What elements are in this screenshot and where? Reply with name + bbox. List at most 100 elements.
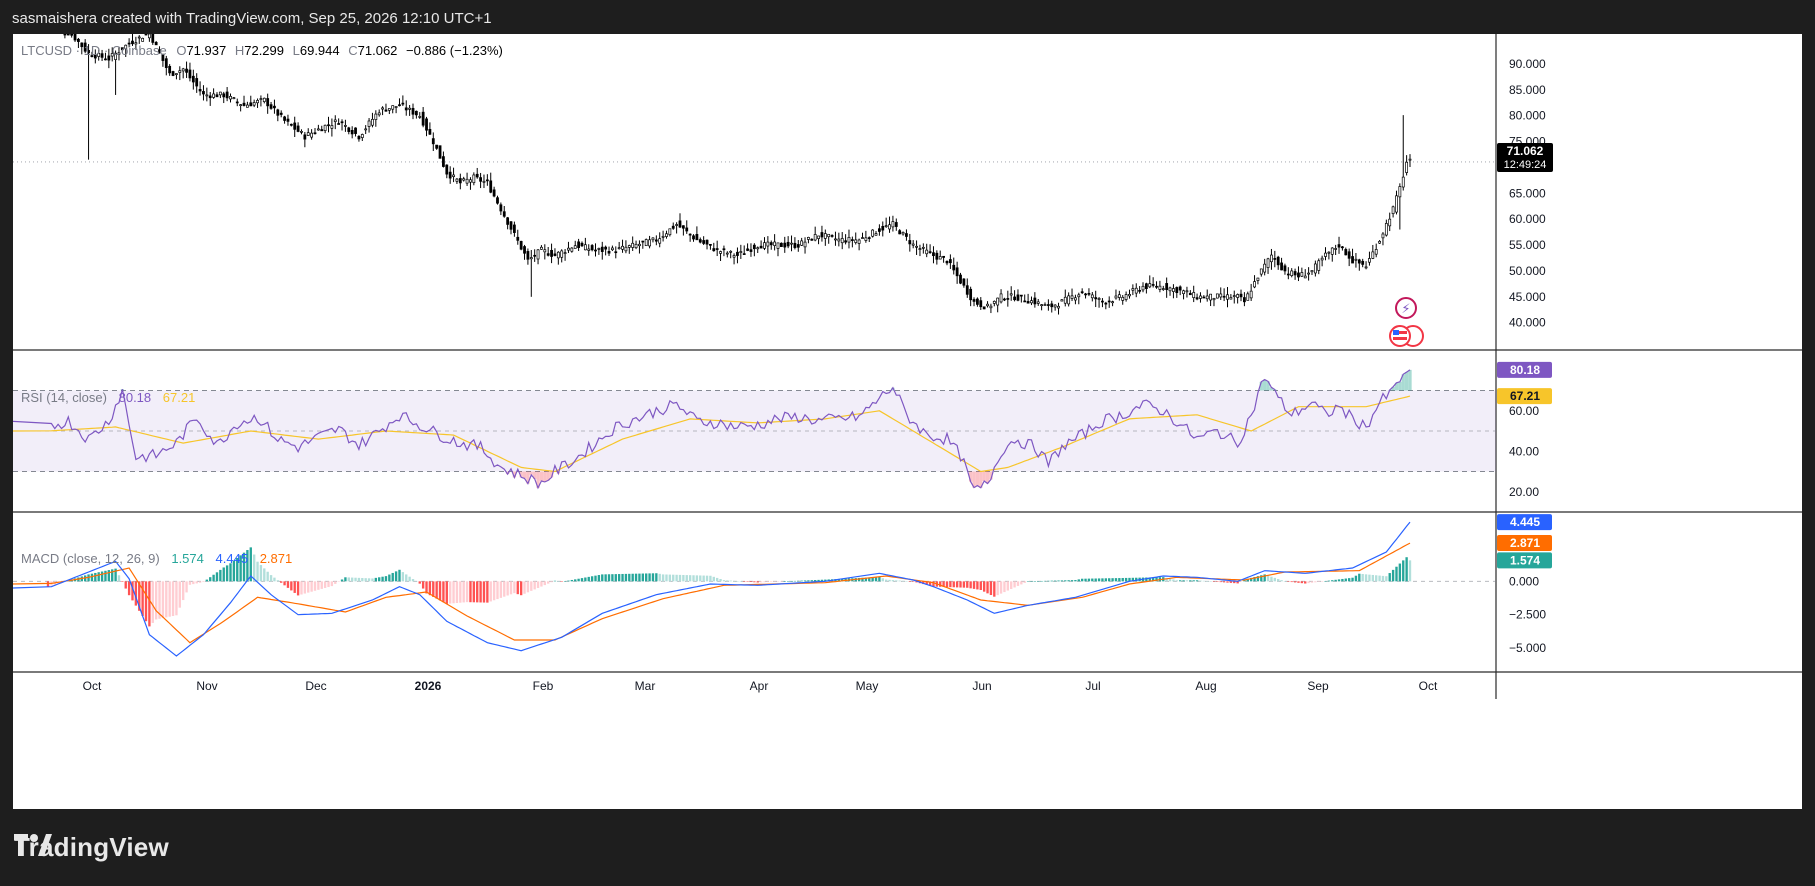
macd-histogram-bar xyxy=(817,579,820,582)
candle-body xyxy=(1354,258,1358,261)
candle-body xyxy=(475,173,479,178)
candle-body xyxy=(739,251,743,253)
candle-body xyxy=(692,235,695,240)
price-tick-label: 65.000 xyxy=(1509,186,1546,200)
candle-body xyxy=(918,248,922,251)
macd-histogram-bar xyxy=(736,581,739,582)
macd-histogram-bar xyxy=(519,581,523,596)
candle-body xyxy=(651,237,655,241)
candle-body xyxy=(976,298,979,305)
candle-body xyxy=(874,233,878,236)
candle-body xyxy=(1243,297,1246,303)
candle-body xyxy=(283,116,286,121)
candle-body xyxy=(715,248,719,250)
macd-histogram-bar xyxy=(1385,576,1388,582)
candle-body xyxy=(621,245,624,250)
macd-histogram-bar xyxy=(1195,580,1199,582)
candle-body xyxy=(1236,294,1240,298)
macd-histogram-bar xyxy=(1016,581,1020,586)
macd-histogram-bar xyxy=(1003,581,1006,593)
candle-body xyxy=(746,248,749,251)
macd-histogram-bar xyxy=(1317,581,1320,582)
candle-body xyxy=(296,125,300,132)
macd-histogram-bar xyxy=(638,573,641,582)
macd-histogram-bar xyxy=(381,576,384,582)
candle-body xyxy=(1401,176,1405,188)
macd-histogram-bar xyxy=(131,581,134,601)
macd-histogram-bar xyxy=(1290,581,1293,583)
candle-body xyxy=(526,251,530,260)
macd-histogram-bar xyxy=(111,569,114,582)
candle-body xyxy=(540,246,543,250)
macd-label[interactable]: MACD (close, 12, 26, 9) xyxy=(21,551,160,566)
macd-histogram-bar xyxy=(901,580,905,582)
candle-body xyxy=(688,233,692,236)
macd-histogram-bar xyxy=(1337,579,1341,582)
candle-body xyxy=(877,228,881,232)
candle-body xyxy=(208,95,212,99)
macd-histogram-bar xyxy=(222,567,225,582)
macd-histogram-bar xyxy=(364,578,367,582)
macd-histogram-bar xyxy=(526,581,530,593)
macd-histogram-bar xyxy=(334,581,337,584)
candle-body xyxy=(1182,290,1185,294)
event-spark-icon[interactable]: ⚡ xyxy=(1395,297,1417,319)
macd-histogram-bar xyxy=(1354,575,1358,582)
candle-body xyxy=(1384,223,1388,236)
rsi-label[interactable]: RSI (14, close) xyxy=(21,390,107,405)
macd-histogram-bar xyxy=(814,580,817,582)
candle-body xyxy=(1405,161,1409,173)
tradingview-chart[interactable]: 90.00085.00080.00075.00065.00060.00055.0… xyxy=(13,34,1802,809)
macd-histogram-bar xyxy=(435,581,438,599)
macd-histogram-bar xyxy=(374,577,378,582)
macd-histogram-bar xyxy=(442,581,445,603)
candle-body xyxy=(864,237,868,241)
macd-histogram-bar xyxy=(465,581,469,603)
candle-body xyxy=(1080,291,1084,294)
time-axis-label: Aug xyxy=(1195,679,1216,693)
low-value: 69.944 xyxy=(300,43,340,58)
macd-histogram-bar xyxy=(773,581,776,582)
candle-body xyxy=(749,249,753,252)
candle-body xyxy=(810,238,814,241)
candle-body xyxy=(1270,254,1273,263)
time-axis-label: Nov xyxy=(196,679,217,693)
tradingview-brand[interactable]: TradingView xyxy=(14,832,169,863)
candle-body xyxy=(1317,260,1321,271)
macd-histogram-bar xyxy=(966,581,969,588)
macd-tick-label: −2.500 xyxy=(1509,608,1546,622)
macd-histogram-bar xyxy=(1314,581,1317,583)
symbol-label[interactable]: LTCUSD · 1D · Coinbase xyxy=(21,43,167,58)
macd-histogram-bar xyxy=(928,581,932,586)
candle-body xyxy=(1344,249,1348,256)
macd-histogram-bar xyxy=(766,581,770,583)
macd-histogram-bar xyxy=(1037,581,1040,582)
macd-histogram-bar xyxy=(1388,573,1391,582)
candle-body xyxy=(384,109,388,112)
candle-body xyxy=(898,230,902,235)
macd-histogram-bar xyxy=(905,581,908,582)
candle-body xyxy=(242,102,246,106)
macd-histogram-bar xyxy=(1020,581,1023,585)
candle-body xyxy=(306,132,310,136)
macd-histogram-bar xyxy=(891,580,895,582)
macd-histogram-bar xyxy=(1064,580,1067,582)
macd-histogram-bar xyxy=(580,578,584,582)
macd-histogram-bar xyxy=(678,574,682,582)
macd-histogram-bar xyxy=(327,581,330,588)
candle-body xyxy=(607,251,611,254)
macd-histogram-bar xyxy=(1270,576,1273,582)
candle-body xyxy=(796,244,800,248)
candle-body xyxy=(404,107,408,111)
macd-histogram-bar xyxy=(1151,577,1155,582)
candle-body xyxy=(905,233,908,237)
chart-frame: 90.000 85.000 80.000 75.000 65.000 60.000 55.0… xyxy=(13,34,1802,809)
macd-histogram-bar xyxy=(982,581,986,592)
macd-histogram-bar xyxy=(1378,575,1381,582)
us-flag-event-icon[interactable] xyxy=(1389,325,1424,347)
macd-histogram-bar xyxy=(837,578,841,582)
macd-histogram-bar xyxy=(171,581,175,616)
candle-body xyxy=(87,50,90,54)
macd-histogram-bar xyxy=(763,581,766,583)
candle-body xyxy=(1398,186,1402,198)
